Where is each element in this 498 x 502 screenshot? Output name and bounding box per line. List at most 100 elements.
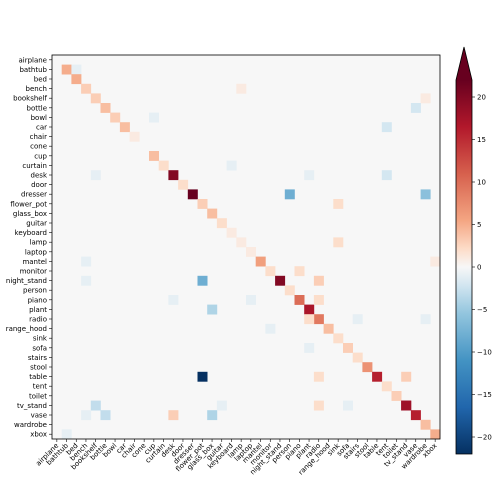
y-tick-label: tent <box>33 383 47 391</box>
heatmap-cell <box>178 179 189 190</box>
colorbar: −20 −15 −10 −5 0 5 10 15 20 <box>455 46 492 455</box>
y-tick-label: bed <box>34 76 47 84</box>
heatmap-cell <box>313 295 324 305</box>
heatmap-cell <box>168 295 179 305</box>
y-tick-label: sink <box>33 335 48 343</box>
heatmap-cell <box>294 266 305 277</box>
heatmap-cell <box>197 275 208 286</box>
heatmap-cell <box>187 189 198 200</box>
heatmap-cell <box>246 295 256 305</box>
heatmap-cell <box>284 285 295 296</box>
y-tick-label: dresser <box>21 191 47 199</box>
heatmap-cell <box>381 170 392 181</box>
heatmap-cell <box>255 256 266 267</box>
heatmap-cell <box>284 189 295 200</box>
y-tick-label: door <box>31 181 47 189</box>
y-tick-label: bathtub <box>19 66 47 74</box>
heatmap-cell <box>420 93 431 104</box>
heatmap-cell <box>333 333 344 344</box>
colorbar-tick-label: 10 <box>477 179 486 187</box>
heatmap-cell <box>81 83 92 94</box>
colorbar-extend-max <box>456 47 472 80</box>
y-tick-label: car <box>36 124 47 132</box>
y-tick-label: bench <box>26 85 47 93</box>
heatmap-cell <box>275 275 286 286</box>
y-tick-label: stairs <box>28 354 48 362</box>
heatmap-cell <box>216 400 227 411</box>
colorbar-ticks: −20 −15 −10 −5 0 5 10 15 20 <box>472 94 492 442</box>
heatmap-cell <box>381 381 392 392</box>
y-tick-label: cup <box>34 152 47 160</box>
heatmap-cell <box>304 343 315 353</box>
heatmap-cell <box>313 275 324 286</box>
heatmap-cell <box>197 371 208 382</box>
y-tick-label: plant <box>29 306 47 314</box>
heatmap-cell <box>313 400 324 411</box>
heatmap-cell <box>129 131 140 142</box>
x-axis: airplanebathtubbedbenchbookshelfbottlebo… <box>34 439 439 477</box>
heatmap-cell <box>352 352 363 363</box>
heatmap-cell <box>265 266 276 277</box>
heatmap-cell <box>236 237 247 248</box>
y-tick-label: vase <box>31 412 47 420</box>
heatmap-cell <box>430 429 441 440</box>
y-tick-label: piano <box>28 296 47 304</box>
y-tick-label: glass_box <box>13 210 47 218</box>
heatmap-cell <box>304 314 315 325</box>
heatmap-cell <box>352 314 363 325</box>
heatmap-cell <box>410 103 421 113</box>
heatmap-cell <box>149 151 159 161</box>
y-tick-label: chair <box>30 133 48 141</box>
heatmap-cell <box>401 371 412 382</box>
y-tick-label: person <box>23 287 47 295</box>
heatmap-cell <box>420 314 431 325</box>
y-tick-label: guitar <box>26 220 47 228</box>
heatmap-cell <box>391 391 402 401</box>
heatmap-cells <box>61 64 441 440</box>
heatmap-cell <box>168 170 179 181</box>
heatmap-cell <box>149 112 159 123</box>
heatmap-cell <box>81 275 92 286</box>
heatmap-cell <box>430 256 441 267</box>
heatmap-cell <box>313 371 324 382</box>
heatmap-cell <box>401 400 412 411</box>
y-tick-label: stool <box>30 364 47 372</box>
colorbar-tick-label: 15 <box>477 136 486 144</box>
heatmap-cell <box>207 304 218 315</box>
heatmap-cell <box>313 314 324 325</box>
heatmap-cell <box>158 160 169 171</box>
plot-frame <box>51 54 441 440</box>
heatmap-cell <box>372 371 383 382</box>
heatmap-cell <box>90 93 101 104</box>
heatmap-cell <box>100 103 111 113</box>
y-tick-label: laptop <box>25 248 48 256</box>
heatmap-cell <box>71 64 82 75</box>
heatmap-cell <box>323 323 334 334</box>
colorbar-tick-label: −15 <box>477 391 492 399</box>
y-tick-label: xbox <box>30 431 47 439</box>
y-tick-label: bowl <box>31 114 47 122</box>
colorbar-outline <box>455 46 473 455</box>
y-tick-label: bottle <box>27 104 47 112</box>
y-tick-label: sofa <box>32 344 47 352</box>
colorbar-tick-label: −5 <box>477 306 487 314</box>
heatmap-cell <box>71 74 82 85</box>
heatmap-cell <box>265 323 276 334</box>
heatmap-cell <box>207 410 218 421</box>
y-tick-label: curtain <box>22 162 47 170</box>
heatmap-cell <box>333 199 344 209</box>
colorbar-tick-label: 5 <box>477 221 481 229</box>
heatmap-cell <box>81 410 92 421</box>
y-tick-label: cone <box>30 143 47 151</box>
y-tick-label: table <box>29 373 47 381</box>
heatmap-cell <box>216 218 227 229</box>
heatmap-cell <box>90 400 101 411</box>
heatmap-cell <box>420 419 431 430</box>
heatmap-cell <box>236 83 247 94</box>
heatmap-cell <box>343 400 353 411</box>
colorbar-tick-label: 20 <box>477 94 486 102</box>
y-tick-label: tv_stand <box>17 402 47 410</box>
heatmap-cell <box>168 410 179 421</box>
